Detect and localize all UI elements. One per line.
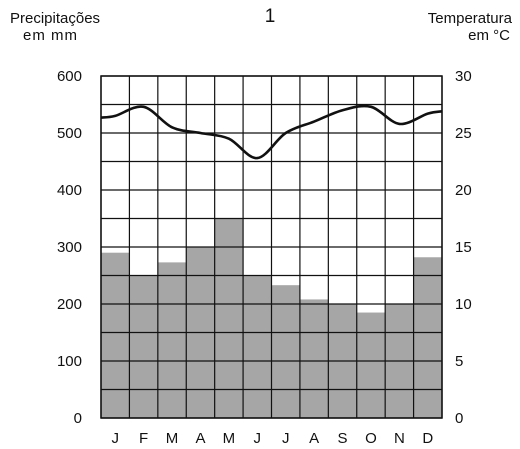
precip-bar [243, 275, 272, 418]
precip-bar [299, 299, 329, 418]
left-tick-label: 200 [57, 296, 82, 313]
month-label: F [139, 430, 148, 447]
left-tick-label: 400 [57, 182, 82, 199]
left-tick-label: 100 [57, 353, 82, 370]
month-label: S [338, 430, 348, 447]
precip-bar [214, 218, 244, 418]
month-label: N [394, 430, 405, 447]
left-tick-label: 600 [57, 68, 82, 85]
right-tick-label: 25 [455, 125, 472, 142]
right-tick-label: 20 [455, 182, 472, 199]
right-axis-title-line2: em °C [468, 27, 510, 44]
left-tick-label: 500 [57, 125, 82, 142]
month-label: M [223, 430, 236, 447]
right-tick-label: 15 [455, 239, 472, 256]
month-label: J [282, 430, 290, 447]
month-label: D [422, 430, 433, 447]
right-tick-label: 0 [455, 410, 463, 427]
left-tick-label: 0 [74, 410, 82, 427]
month-label: J [254, 430, 262, 447]
right-tick-label: 10 [455, 296, 472, 313]
precip-bar [356, 312, 386, 418]
precip-bar [271, 285, 300, 418]
right-axis-title-line1: Temperatura [427, 10, 512, 27]
month-label: O [365, 430, 377, 447]
temperature-line [100, 104, 443, 160]
chart-title: 1 [264, 6, 276, 27]
month-label: J [111, 430, 119, 447]
month-label: A [309, 430, 319, 447]
right-tick-label: 5 [455, 353, 463, 370]
month-label: A [195, 430, 205, 447]
left-axis-title-line1: Precipitações [10, 10, 101, 27]
precip-bar [101, 252, 130, 418]
left-axis-title-line2: em mm [23, 27, 78, 44]
left-tick-label: 300 [57, 239, 82, 256]
month-label: M [166, 430, 179, 447]
precip-bar [157, 262, 187, 418]
right-tick-label: 30 [455, 68, 472, 85]
precip-bar [129, 275, 158, 418]
precip-bar [413, 257, 442, 418]
plot-frame [100, 75, 443, 419]
